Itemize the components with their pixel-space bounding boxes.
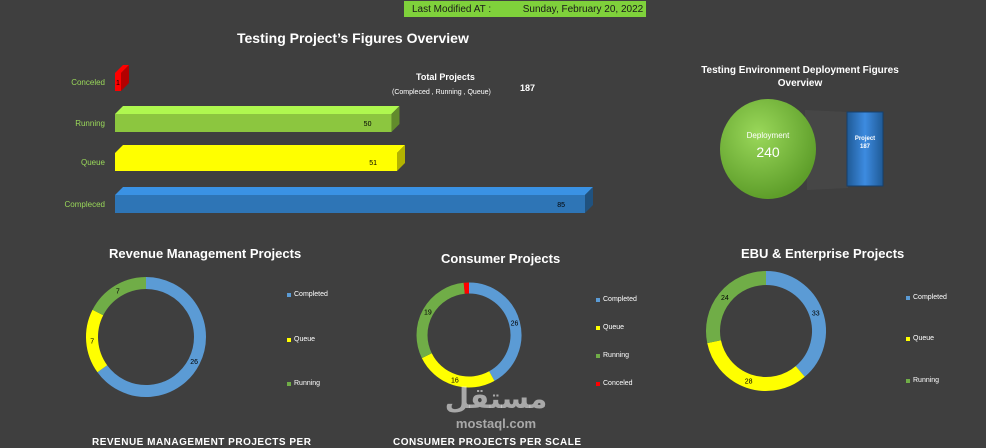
consumer-slice-queue — [427, 356, 492, 382]
consumer-slice-completed — [469, 288, 516, 376]
revenue-label-queue: 7 — [90, 339, 94, 346]
watermark-logo: مستقل — [438, 384, 554, 414]
ebu-slice-queue — [714, 342, 800, 384]
bottom-title-left: REVENUE MANAGEMENT PROJECTS PER — [92, 437, 311, 448]
ebu-label-completed: 33 — [812, 310, 820, 317]
consumer-label-completed: 26 — [511, 321, 519, 328]
ebu-label-queue: 28 — [745, 379, 753, 386]
revenue-legend-running: Running — [287, 380, 320, 387]
ebu-slice-running — [713, 278, 766, 342]
ebu-label-running: 24 — [721, 295, 729, 302]
ebu-legend-running: Running — [906, 377, 939, 384]
ebu-slice-completed — [766, 278, 819, 371]
consumer-legend-running: Running — [596, 352, 629, 359]
bottom-title-center: CONSUMER PROJECTS PER SCALE — [393, 437, 582, 448]
revenue-donut: 26 7 7 — [90, 283, 200, 391]
watermark-url: mostaql.com — [438, 416, 554, 431]
revenue-slice-completed — [102, 283, 200, 391]
consumer-legend-conceled: Conceled — [596, 380, 633, 387]
ebu-legend-completed: Completed — [906, 294, 947, 301]
consumer-slice-running — [422, 288, 464, 355]
consumer-legend-completed: Completed — [596, 296, 637, 303]
consumer-legend-queue: Queue — [596, 324, 624, 331]
revenue-legend-completed: Completed — [287, 291, 328, 298]
ebu-donut: 33 28 24 — [713, 278, 820, 386]
revenue-label-completed: 26 — [190, 359, 198, 366]
ebu-legend-queue: Queue — [906, 335, 934, 342]
revenue-slice-running — [98, 283, 146, 312]
revenue-label-running: 7 — [116, 288, 120, 295]
revenue-legend-queue: Queue — [287, 336, 315, 343]
consumer-label-running: 19 — [424, 310, 432, 317]
